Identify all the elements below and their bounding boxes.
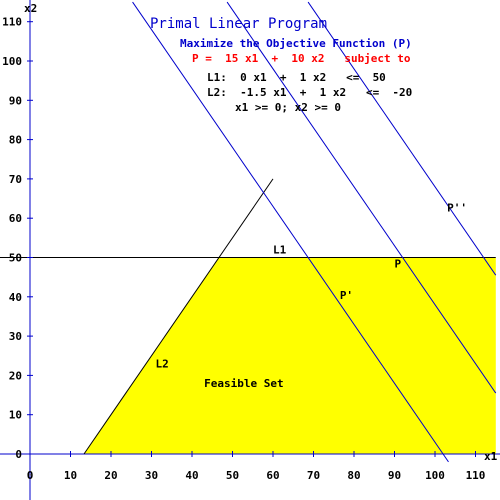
y-tick-label: 100 bbox=[2, 55, 22, 68]
x-tick-label: 80 bbox=[347, 469, 360, 482]
x-tick-label: 100 bbox=[425, 469, 445, 482]
y-tick-label: 10 bbox=[9, 409, 22, 422]
y-axis-label: x2 bbox=[24, 2, 37, 15]
annotation-label: L2 bbox=[156, 358, 169, 371]
chart-title: Primal Linear Program bbox=[150, 16, 327, 32]
x-tick-label: 60 bbox=[266, 469, 279, 482]
constraint-nonnegativity: x1 >= 0; x2 >= 0 bbox=[235, 101, 341, 114]
constraint-l2: L2: -1.5 x1 + 1 x2 <= -20 bbox=[207, 86, 412, 99]
objective-line-2 bbox=[226, 1, 497, 394]
constraint-line-l2 bbox=[83, 178, 274, 455]
x-tick-label: 50 bbox=[226, 469, 239, 482]
x-tick-label: 20 bbox=[104, 469, 117, 482]
x-axis-label: x1 bbox=[484, 450, 498, 463]
objective-line-1 bbox=[132, 1, 449, 463]
y-tick-label: 110 bbox=[2, 16, 22, 29]
y-tick-label: 70 bbox=[9, 173, 22, 186]
x-tick-label: 10 bbox=[64, 469, 77, 482]
y-tick-label: 90 bbox=[9, 94, 22, 107]
y-tick-label: 30 bbox=[9, 330, 22, 343]
feasible-region bbox=[84, 257, 496, 454]
x-tick-label: 0 bbox=[27, 469, 34, 482]
annotation-label: L1 bbox=[273, 244, 287, 257]
x-tick-label: 90 bbox=[388, 469, 401, 482]
annotation-label: P' bbox=[340, 289, 353, 302]
objective-line-3 bbox=[307, 1, 497, 276]
y-tick-label: 60 bbox=[9, 212, 22, 225]
x-tick-label: 110 bbox=[466, 469, 486, 482]
x-tick-label: 40 bbox=[185, 469, 198, 482]
constraint-l1: L1: 0 x1 + 1 x2 <= 50 bbox=[207, 71, 386, 84]
objective-function: P = 15 x1 + 10 x2 subject to bbox=[192, 52, 411, 65]
annotation-label: P bbox=[395, 257, 402, 270]
x-tick-label: 70 bbox=[307, 469, 320, 482]
y-tick-label: 0 bbox=[15, 448, 22, 461]
y-tick-label: 20 bbox=[9, 369, 22, 382]
chart-subtitle: Maximize the Objective Function (P) bbox=[180, 37, 412, 50]
y-tick-label: 80 bbox=[9, 134, 22, 147]
y-tick-label: 40 bbox=[9, 291, 22, 304]
y-tick-label: 50 bbox=[9, 252, 22, 265]
annotation-label: P'' bbox=[447, 202, 467, 215]
annotation-label: Feasible Set bbox=[204, 377, 283, 390]
x-tick-label: 30 bbox=[145, 469, 158, 482]
